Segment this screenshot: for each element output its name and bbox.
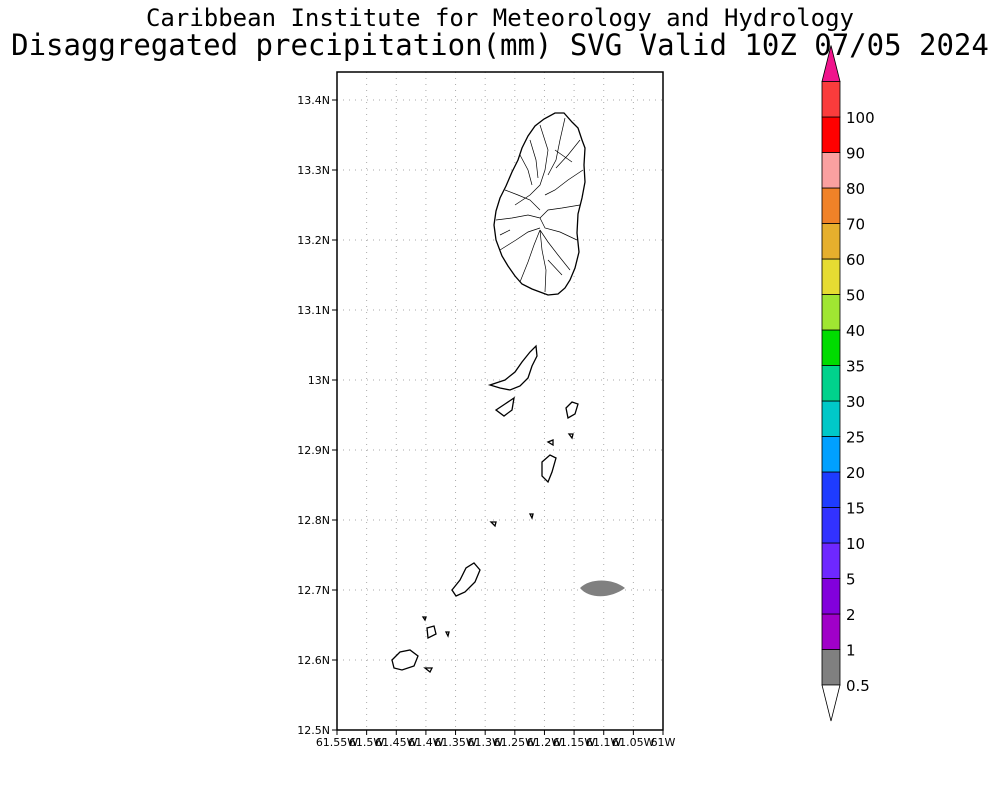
map-subtitle: Disaggregated precipitation(mm) SVG Vali… (11, 28, 989, 62)
bequia-island (487, 344, 538, 391)
colorbar-swatch (821, 187, 841, 224)
colorbar-label: 1 (846, 642, 856, 660)
carriacou-island (391, 649, 419, 671)
mustique-island (565, 401, 579, 420)
colorbar-swatch (821, 542, 841, 579)
island-coastlines (391, 112, 586, 674)
lon-tick-label: 61.55W (316, 736, 358, 749)
lat-tick-label: 13N (308, 374, 330, 387)
colorbar-label: 80 (846, 180, 865, 198)
colorbar-bottom-arrow (821, 684, 841, 722)
small-islet (528, 513, 534, 520)
colorbar-label: 35 (846, 358, 865, 376)
lon-tick-label: 61.3W (467, 736, 502, 749)
lat-tick-label: 12.7N (297, 584, 330, 597)
colorbar-swatch (821, 365, 841, 402)
colorbar-label: 90 (846, 145, 865, 163)
map-title: Caribbean Institute for Meteorology and … (145, 4, 854, 32)
lat-tick-label: 12.9N (297, 444, 330, 457)
lon-tick-label: 61.45W (375, 736, 417, 749)
lon-tick-label: 61.1W (586, 736, 621, 749)
colorbar-label: 30 (846, 393, 865, 411)
lon-tick-label: 61.4W (408, 736, 443, 749)
colorbar-label: 0.5 (846, 677, 870, 695)
small-islet (426, 625, 437, 640)
lat-tick-label: 13.1N (297, 304, 330, 317)
colorbar-swatch (821, 81, 841, 118)
colorbar-label: 10 (846, 535, 865, 553)
colorbar-swatch (821, 400, 841, 437)
small-islet (489, 521, 497, 528)
small-islet (444, 631, 450, 638)
lat-tick-label: 12.6N (297, 654, 330, 667)
union-island (451, 562, 481, 597)
lon-tick-label: 61.35W (434, 736, 476, 749)
colorbar-swatch (821, 471, 841, 508)
small-islet (494, 396, 515, 417)
map-grid (336, 72, 664, 731)
colorbar-swatch (821, 436, 841, 473)
colorbar-label: 5 (846, 571, 856, 589)
lon-tick-label: 61.5W (349, 736, 384, 749)
colorbar-label: 2 (846, 606, 856, 624)
small-islet (423, 667, 434, 674)
lat-tick-label: 13.3N (297, 164, 330, 177)
lon-tick-label: 61.15W (553, 736, 595, 749)
colorbar-label: 40 (846, 322, 865, 340)
colorbar-label: 100 (846, 109, 875, 127)
colorbar-swatch (821, 258, 841, 295)
colorbar-swatch (821, 578, 841, 615)
colorbar-swatch (821, 613, 841, 650)
colorbar-label: 15 (846, 500, 865, 518)
colorbar-label: 25 (846, 429, 865, 447)
colorbar-swatch (821, 329, 841, 366)
colorbar-label: 20 (846, 464, 865, 482)
axis-ticks: 13.4N 13.3N 13.2N 13.1N 13N 12.9N 12.8N 12.7N 12… (297, 94, 675, 749)
colorbar-swatch (821, 294, 841, 331)
colorbar-swatch (821, 223, 841, 260)
colorbar-top-arrow (821, 45, 841, 82)
small-islet (567, 433, 574, 440)
lat-tick-label: 12.8N (297, 514, 330, 527)
map-frame (336, 71, 664, 731)
colorbar-label: 70 (846, 216, 865, 234)
lon-tick-label: 61.25W (494, 736, 536, 749)
canouan-island (541, 454, 557, 484)
small-islet (421, 616, 427, 622)
colorbar-swatch (821, 116, 841, 153)
lon-tick-label: 61.05W (612, 736, 654, 749)
lat-tick-label: 13.2N (297, 234, 330, 247)
watershed-lines (495, 117, 584, 293)
lat-tick-label: 13.4N (297, 94, 330, 107)
lat-tick-label: 12.5N (297, 724, 330, 737)
colorbar-label: 60 (846, 251, 865, 269)
precipitation-area (580, 580, 625, 597)
colorbar-swatch (821, 152, 841, 189)
colorbar-swatch (821, 649, 841, 686)
small-islet (546, 439, 554, 447)
lon-tick-label: 61W (651, 736, 676, 749)
lon-tick-label: 61.2W (527, 736, 562, 749)
colorbar-swatch (821, 507, 841, 544)
colorbar-label: 50 (846, 287, 865, 305)
st-vincent-island (493, 112, 586, 296)
